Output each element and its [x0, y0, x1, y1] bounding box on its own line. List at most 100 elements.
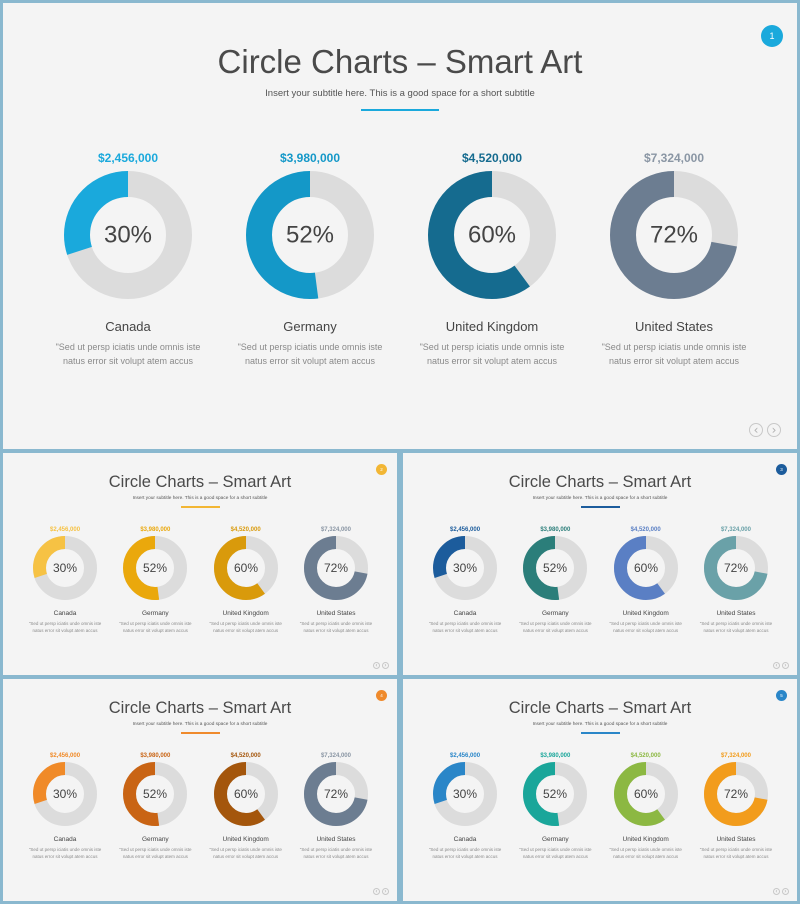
slide-orange: Circle Charts – Smart Art Insert your sub…	[3, 679, 397, 901]
card-amount: $2,456,000	[50, 527, 81, 533]
card-description: "Sed ut persp iciatis unde omnis iste na…	[428, 847, 502, 859]
chevron-left-icon[interactable]: ‹	[749, 423, 763, 437]
card-amount: $3,980,000	[279, 151, 341, 165]
chart-card-germany: $3,980,000 52% Germany "Sed ut persp iciati…	[513, 753, 598, 860]
card-amount: $4,520,000	[230, 753, 261, 759]
chart-card-united-states: $7,324,000 72% United States "Sed ut persp …	[693, 527, 778, 634]
chevron-left-icon[interactable]: ‹	[773, 662, 780, 669]
slide-title: Circle Charts – Smart Art	[108, 699, 292, 717]
slide-subtitle: Insert your subtitle here. This is a goo…	[265, 88, 535, 99]
chevron-left-icon[interactable]: ‹	[373, 888, 380, 895]
donut-value-arc	[613, 762, 678, 826]
donut-value-arc	[213, 536, 278, 600]
donut-percent-label: 60%	[634, 561, 658, 575]
slide-title: Circle Charts – Smart Art	[108, 473, 292, 491]
card-country: Germany	[141, 836, 169, 843]
donut-chart: 60%	[428, 171, 556, 299]
chart-card-germany: $3,980,000 52% Germany "Sed ut persp iciati…	[225, 151, 395, 368]
card-amount: $7,324,000	[320, 753, 351, 759]
card-amount: $3,980,000	[140, 753, 171, 759]
donut-value-arc	[64, 171, 192, 299]
page-number-badge: 5	[776, 690, 787, 701]
card-description: "Sed ut persp iciatis unde omnis iste na…	[419, 342, 565, 366]
card-amount: $3,980,000	[140, 527, 171, 533]
donut-value-arc	[703, 536, 768, 600]
donut-percent-label: 30%	[104, 222, 152, 249]
chart-card-canada: $2,456,000 30% Canada "Sed ut persp iciatis…	[43, 151, 213, 368]
card-description: "Sed ut persp iciatis unde omnis iste na…	[28, 621, 102, 633]
chevron-right-icon[interactable]: ›	[782, 662, 789, 669]
donut-percent-label: 72%	[724, 787, 748, 801]
chevron-right-icon[interactable]: ›	[382, 888, 389, 895]
card-country: United States	[716, 610, 756, 617]
slide-title: Circle Charts – Smart Art	[217, 43, 583, 80]
card-country: United States	[316, 610, 356, 617]
slide-blue-teal: Circle Charts – Smart Art Insert your sub…	[403, 453, 797, 675]
card-country: United Kingdom	[622, 836, 669, 843]
donut-percent-label: 60%	[634, 787, 658, 801]
card-description: "Sed ut persp iciatis unde omnis iste na…	[28, 847, 102, 859]
card-description: "Sed ut persp iciatis unde omnis iste na…	[209, 847, 282, 859]
title-divider	[180, 732, 220, 734]
donut-percent-label: 52%	[286, 222, 334, 249]
donut-value-arc	[246, 171, 374, 299]
card-amount: $2,456,000	[50, 753, 81, 759]
donut-chart: 52%	[523, 536, 588, 600]
card-description: "Sed ut persp iciatis unde omnis iste na…	[299, 621, 373, 633]
card-description: "Sed ut persp iciatis unde omnis iste na…	[519, 621, 592, 633]
donut-chart: 52%	[123, 762, 188, 826]
slide-title: Circle Charts – Smart Art	[508, 699, 692, 717]
donut-value-arc	[610, 171, 738, 299]
chevron-left-icon[interactable]: ‹	[773, 888, 780, 895]
donut-percent-label: 30%	[53, 561, 77, 575]
chevron-left-icon[interactable]: ‹	[373, 662, 380, 669]
card-description: "Sed ut persp iciatis unde omnis iste na…	[609, 847, 682, 859]
card-description: "Sed ut persp iciatis unde omnis iste na…	[699, 847, 773, 859]
chart-card-germany: $3,980,000 52% Germany "Sed ut persp iciati…	[113, 753, 198, 860]
card-amount: $3,980,000	[540, 753, 571, 759]
donut-percent-label: 60%	[234, 561, 258, 575]
card-amount: $7,324,000	[720, 753, 751, 759]
donut-percent-label: 30%	[453, 787, 477, 801]
card-description: "Sed ut persp iciatis unde omnis iste na…	[601, 342, 747, 366]
donut-percent-label: 72%	[724, 561, 748, 575]
page-number-badge: 1	[761, 25, 783, 47]
donut-chart: 72%	[703, 536, 768, 600]
card-country: Canada	[53, 610, 77, 617]
donut-chart: 30%	[64, 171, 192, 299]
chart-card-united-states: $7,324,000 72% United States "Sed ut persp …	[589, 151, 759, 368]
donut-percent-label: 30%	[53, 787, 77, 801]
chart-card-canada: $2,456,000 30% Canada "Sed ut persp iciatis…	[23, 527, 108, 634]
card-country: Canada	[53, 836, 77, 843]
donut-chart: 52%	[523, 762, 588, 826]
chevron-right-icon[interactable]: ›	[767, 423, 781, 437]
slide-subtitle: Insert your subtitle here. This is a goo…	[532, 721, 668, 727]
chart-card-united-states: $7,324,000 72% United States "Sed ut persp …	[293, 753, 378, 860]
page-number-badge: 4	[376, 690, 387, 701]
card-country: United Kingdom	[622, 610, 669, 617]
chevron-right-icon[interactable]: ›	[382, 662, 389, 669]
card-description: "Sed ut persp iciatis unde omnis iste na…	[428, 621, 502, 633]
card-amount: $4,520,000	[630, 527, 661, 533]
donut-chart: 72%	[303, 762, 368, 826]
card-amount: $4,520,000	[630, 753, 661, 759]
slide-main: Circle Charts – Smart Art Insert your sub…	[3, 3, 797, 449]
donut-chart: 72%	[610, 171, 738, 299]
chart-card-canada: $2,456,000 30% Canada "Sed ut persp iciatis…	[423, 527, 508, 634]
card-country: Canada	[453, 610, 477, 617]
card-description: "Sed ut persp iciatis unde omnis iste na…	[119, 847, 192, 859]
donut-percent-label: 30%	[453, 561, 477, 575]
donut-value-arc	[123, 762, 188, 826]
card-amount: $7,324,000	[643, 151, 705, 165]
donut-value-arc	[213, 762, 278, 826]
slide-yellow: Circle Charts – Smart Art Insert your sub…	[3, 453, 397, 675]
card-description: "Sed ut persp iciatis unde omnis iste na…	[237, 342, 383, 366]
donut-percent-label: 52%	[543, 787, 567, 801]
donut-value-arc	[33, 536, 98, 600]
chart-card-canada: $2,456,000 30% Canada "Sed ut persp iciatis…	[423, 753, 508, 860]
title-divider	[580, 506, 620, 508]
slide-subtitle: Insert your subtitle here. This is a goo…	[532, 495, 668, 501]
chevron-right-icon[interactable]: ›	[782, 888, 789, 895]
chart-card-canada: $2,456,000 30% Canada "Sed ut persp iciatis…	[23, 753, 108, 860]
chart-card-united-kingdom: $4,520,000 60% United Kingdom "Sed ut persp…	[203, 527, 288, 634]
